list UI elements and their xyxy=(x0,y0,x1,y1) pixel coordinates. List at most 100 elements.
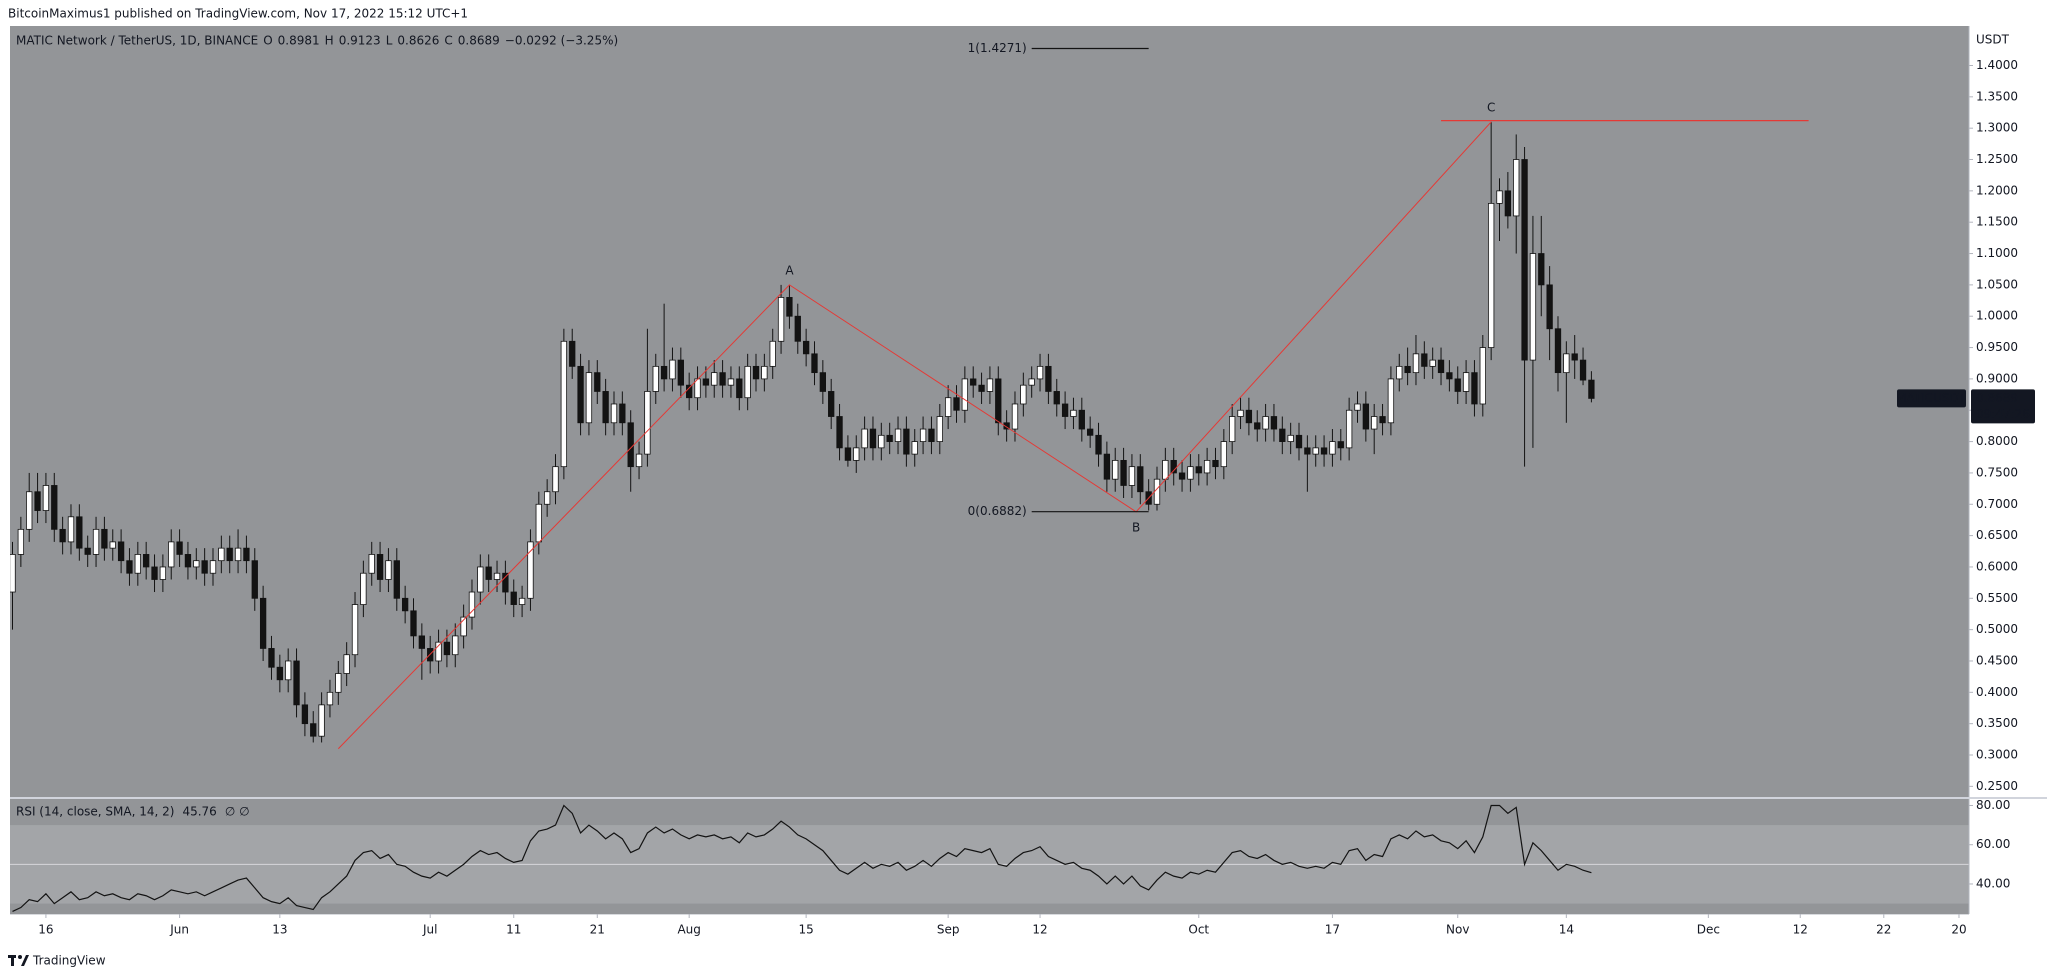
candle-body xyxy=(201,560,208,574)
plot xyxy=(10,120,1809,750)
candle-body xyxy=(828,391,835,417)
candle-body xyxy=(234,547,242,562)
candle-body xyxy=(84,547,91,555)
legend-key: H xyxy=(325,34,334,48)
x-tick-label: 11 xyxy=(506,923,521,937)
candle-body xyxy=(552,466,559,493)
x-tick-label: 13 xyxy=(272,923,287,937)
candle-body xyxy=(193,560,200,568)
candle-body xyxy=(1571,353,1578,361)
candle-body xyxy=(544,491,551,505)
candle-body xyxy=(126,560,133,574)
candle-body xyxy=(1045,365,1052,392)
candle-body xyxy=(585,372,593,424)
wave-line xyxy=(337,121,1492,750)
candle-body xyxy=(836,416,843,449)
candle-body xyxy=(510,591,517,605)
y-tick-label: 40.00 xyxy=(1976,876,2010,890)
candle-body xyxy=(1471,372,1478,405)
legend-value: 0.8689 xyxy=(458,34,500,48)
candle-body xyxy=(1354,403,1361,411)
candle-body xyxy=(911,441,918,455)
candle-body xyxy=(1061,403,1069,417)
candle-body xyxy=(34,491,41,511)
candle-body xyxy=(1396,365,1403,380)
x-tick-label: 16 xyxy=(38,923,53,937)
candle-body xyxy=(995,378,1002,424)
y-tick-label: 0.8000 xyxy=(1976,434,2018,448)
candle-body xyxy=(452,635,459,656)
candle-body xyxy=(1421,353,1428,367)
candle-body xyxy=(1187,466,1194,480)
candle-body xyxy=(535,503,542,543)
candle-body xyxy=(1504,190,1512,217)
candle-body xyxy=(1170,459,1177,474)
candle-body xyxy=(1237,409,1244,417)
candle-body xyxy=(176,541,183,555)
candle-body xyxy=(1203,459,1211,474)
candle-body xyxy=(10,554,16,593)
candle-body xyxy=(903,428,910,455)
legend-value: 0.9123 xyxy=(339,34,381,48)
candle-body xyxy=(1020,384,1027,405)
candle-body xyxy=(1387,378,1395,424)
candle-body xyxy=(76,516,83,549)
candle-body xyxy=(1379,416,1386,424)
candle-body xyxy=(1487,202,1495,348)
candle-body xyxy=(251,560,258,599)
countdown-label: 09:47:26 xyxy=(1976,407,2030,421)
candle-body xyxy=(1462,372,1470,392)
candle-body xyxy=(218,547,225,562)
candle-body xyxy=(143,554,150,568)
candle-body xyxy=(1312,447,1319,455)
y-tick-label: 80.00 xyxy=(1976,798,2010,812)
x-tick-label: 15 xyxy=(798,923,813,937)
candle-body xyxy=(719,372,726,386)
wave-label: B xyxy=(1132,520,1140,534)
candle-body xyxy=(1254,422,1261,430)
candle-body xyxy=(878,434,885,449)
y-tick-label: 0.2500 xyxy=(1976,779,2018,793)
candle-body xyxy=(268,648,275,668)
candle-body xyxy=(117,541,125,562)
candle-body xyxy=(518,597,526,605)
candle-body xyxy=(894,428,902,442)
candle-body xyxy=(376,554,384,580)
candle-body xyxy=(1529,253,1537,361)
candle-body xyxy=(577,365,584,424)
candle-body xyxy=(1270,416,1278,430)
y-tick-label: 0.5000 xyxy=(1976,622,2018,636)
candle-body xyxy=(802,340,810,355)
candle-body xyxy=(159,566,167,580)
candle-body xyxy=(1320,447,1328,455)
y-tick-label: 1.2000 xyxy=(1976,183,2018,197)
candle-body xyxy=(1178,472,1186,480)
candle-body xyxy=(794,315,801,342)
candle-body xyxy=(477,566,484,593)
y-tick-label: 0.4000 xyxy=(1976,685,2018,699)
legend-value: 0.8981 xyxy=(278,34,320,48)
rsi-extra: ∅ ∅ xyxy=(225,805,250,819)
candle-body xyxy=(285,660,292,681)
candle-body xyxy=(351,604,359,656)
publish-header: BitcoinMaximus1 published on TradingView… xyxy=(8,7,468,21)
footer-brand: TradingView xyxy=(32,954,106,968)
y-tick-label: 1.0000 xyxy=(1976,309,2018,323)
candle-body xyxy=(752,365,760,380)
candle-body xyxy=(92,528,100,555)
candle-body xyxy=(660,365,668,380)
candle-body xyxy=(936,416,943,442)
candle-body xyxy=(418,635,426,649)
candle-body xyxy=(293,660,300,706)
candle-body xyxy=(109,541,116,549)
price-label: 0.8689 xyxy=(1976,391,2018,405)
candle-body xyxy=(869,428,877,449)
candle-body xyxy=(1437,359,1445,374)
candle-body xyxy=(310,723,317,737)
candle-body xyxy=(644,391,651,455)
candle-body xyxy=(853,447,860,461)
y-tick-label: 0.7500 xyxy=(1976,465,2018,479)
logo-part xyxy=(11,955,14,966)
legend-key: L xyxy=(386,34,393,48)
candle-body xyxy=(978,384,985,392)
